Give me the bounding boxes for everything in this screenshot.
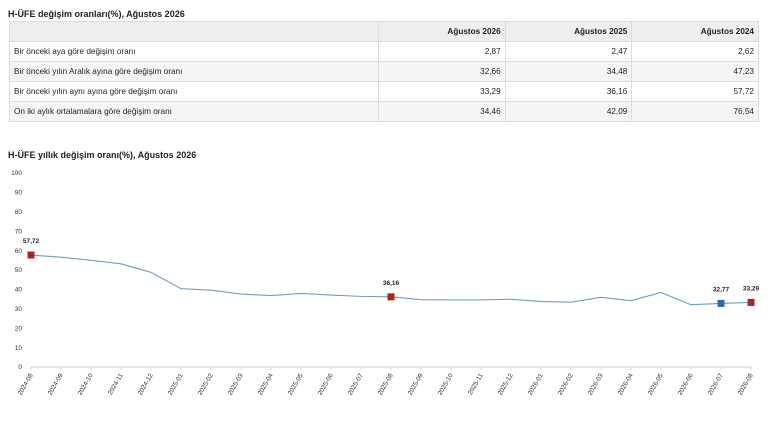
x-tick-label: 2026-04 xyxy=(617,372,635,396)
x-tick-label: 2026-06 xyxy=(677,372,695,396)
table-row: Bir önceki aya göre değişim oranı 2,87 2… xyxy=(9,41,759,62)
line-chart: 0 10 20 30 40 50 60 70 80 90 100 2024-08 2024-09 2024… xyxy=(11,170,760,396)
cell-value: 42,09 xyxy=(504,101,633,122)
table-row: Bir önceki yılın Aralık ayına göre değiş… xyxy=(9,61,759,82)
x-tick-label: 2024-09 xyxy=(47,372,65,396)
x-tick-label: 2026-05 xyxy=(647,372,665,396)
table-header-aug-2026: Ağustos 2026 xyxy=(378,21,506,42)
cell-value: 34,48 xyxy=(504,61,633,82)
x-tick-label: 2024-11 xyxy=(107,372,125,396)
row-label: On iki aylık ortalamalara göre değişim o… xyxy=(9,101,379,122)
table-title: H-ÜFE değişim oranları(%), Ağustos 2026 xyxy=(8,9,185,19)
x-tick-label: 2025-09 xyxy=(407,372,425,396)
x-tick-label: 2025-03 xyxy=(227,372,245,396)
cell-value: 2,87 xyxy=(378,41,506,62)
x-tick-label: 2025-02 xyxy=(197,372,215,396)
x-tick-label: 2026-01 xyxy=(527,372,545,396)
row-label: Bir önceki aya göre değişim oranı xyxy=(9,41,379,62)
y-tick-label: 100 xyxy=(11,170,22,177)
cell-value: 76,54 xyxy=(631,101,759,122)
data-label: 32,77 xyxy=(713,286,730,293)
cell-value: 34,46 xyxy=(378,101,506,122)
table-row: On iki aylık ortalamalara göre değişim o… xyxy=(9,101,759,122)
table-header-aug-2024: Ağustos 2024 xyxy=(631,21,759,42)
x-tick-label: 2025-01 xyxy=(167,372,185,396)
highlight-point xyxy=(717,299,725,307)
data-label: 57,72 xyxy=(23,238,40,245)
x-tick-label: 2025-07 xyxy=(347,372,365,396)
chart-title: H-ÜFE yıllık değişim oranı(%), Ağustos 2… xyxy=(8,150,197,160)
cell-value: 36,16 xyxy=(504,81,633,102)
y-tick-label: 0 xyxy=(18,364,22,371)
y-tick-label: 10 xyxy=(15,345,23,352)
data-label: 33,29 xyxy=(743,285,760,292)
x-tick-label: 2026-07 xyxy=(707,372,725,396)
x-tick-label: 2025-12 xyxy=(497,372,515,396)
x-tick-label: 2025-06 xyxy=(317,372,335,396)
y-tick-label: 80 xyxy=(15,209,23,216)
highlight-point xyxy=(387,293,395,301)
x-tick-label: 2024-08 xyxy=(17,372,35,396)
table-header-row: Ağustos 2026 Ağustos 2025 Ağustos 2024 xyxy=(9,21,759,42)
table-header-aug-2025: Ağustos 2025 xyxy=(504,21,633,42)
cell-value: 47,23 xyxy=(631,61,759,82)
x-tick-label: 2026-08 xyxy=(737,372,755,396)
table-row: Bir önceki yılın aynı ayına göre değişim… xyxy=(9,81,759,102)
y-tick-label: 30 xyxy=(15,306,23,313)
cell-value: 57,72 xyxy=(631,81,759,102)
row-label: Bir önceki yılın Aralık ayına göre değiş… xyxy=(9,61,379,82)
x-tick-label: 2025-11 xyxy=(467,372,485,396)
y-tick-label: 70 xyxy=(15,228,23,235)
y-tick-label: 90 xyxy=(15,190,23,197)
cell-value: 32,66 xyxy=(378,61,506,82)
highlight-point xyxy=(747,298,755,306)
change-rates-table: Ağustos 2026 Ağustos 2025 Ağustos 2024 B… xyxy=(9,21,759,122)
x-tick-label: 2025-05 xyxy=(287,372,305,396)
y-tick-label: 60 xyxy=(15,248,23,255)
x-tick-label: 2025-08 xyxy=(377,372,395,396)
x-tick-label: 2024-12 xyxy=(137,372,155,396)
x-tick-label: 2025-10 xyxy=(437,372,455,396)
row-label: Bir önceki yılın aynı ayına göre değişim… xyxy=(9,81,379,102)
x-tick-label: 2026-03 xyxy=(587,372,605,396)
highlight-point xyxy=(27,251,35,259)
cell-value: 2,62 xyxy=(631,41,759,62)
y-tick-label: 50 xyxy=(15,267,23,274)
y-tick-label: 40 xyxy=(15,287,23,294)
x-tick-label: 2024-10 xyxy=(77,372,95,396)
data-label: 36,16 xyxy=(383,280,400,287)
table-header-empty xyxy=(9,21,379,42)
cell-value: 2,47 xyxy=(504,41,633,62)
x-tick-label: 2025-04 xyxy=(257,372,275,396)
cell-value: 33,29 xyxy=(378,81,506,102)
y-tick-label: 20 xyxy=(15,325,23,332)
x-tick-label: 2026-02 xyxy=(557,372,575,396)
